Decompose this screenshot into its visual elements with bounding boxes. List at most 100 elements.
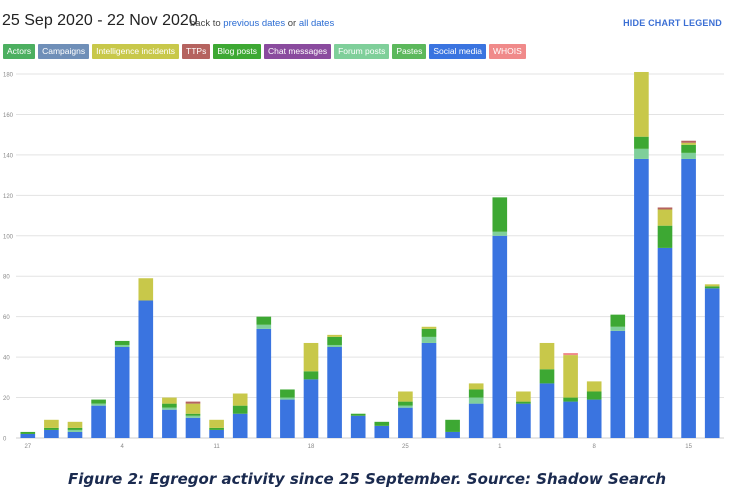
legend-forum-posts[interactable]: Forum posts xyxy=(334,44,390,59)
all-dates-link[interactable]: all dates xyxy=(298,18,335,29)
bar-segment-blog-posts xyxy=(20,431,36,434)
back-to-text: back to xyxy=(190,18,221,29)
bar-segment-social-media xyxy=(138,300,154,438)
bar-segment-forum-posts xyxy=(398,405,413,408)
bar-segment-ttps xyxy=(681,140,696,143)
bar-segment-social-media xyxy=(704,288,720,438)
x-tick-label: 25 xyxy=(402,444,409,450)
bar-segment-social-media xyxy=(421,342,437,438)
bar-segment-intelligence-incidents xyxy=(209,419,224,428)
x-tick-label: 8 xyxy=(593,444,597,450)
bar-segment-social-media xyxy=(114,347,130,438)
bar-segment-social-media xyxy=(681,158,696,438)
figure-caption: Figure 2: Egregor activity since 25 Sept… xyxy=(67,470,667,488)
hide-chart-legend-button[interactable]: HIDE CHART LEGEND xyxy=(623,18,722,28)
bar-segment-social-media xyxy=(398,407,413,438)
bar-segment-forum-posts xyxy=(634,148,649,159)
bar-segment-blog-posts xyxy=(539,369,555,384)
bar-segment-forum-posts xyxy=(421,336,437,343)
bar-segment-intelligence-incidents xyxy=(634,71,649,137)
date-range-title: 25 Sep 2020 - 22 Nov 2020 xyxy=(2,12,198,29)
bar-segment-social-media xyxy=(162,409,177,438)
bar-segment-social-media xyxy=(185,417,201,438)
bar-segment-blog-posts xyxy=(681,144,696,153)
x-tick-label: 1 xyxy=(498,444,502,450)
bar-segment-social-media xyxy=(374,425,390,438)
bar-segment-blog-posts xyxy=(91,399,106,404)
bar-segment-blog-posts xyxy=(445,419,460,432)
bar-segment-blog-posts xyxy=(516,401,531,404)
bar-segment-social-media xyxy=(256,328,272,438)
bar-segment-blog-posts xyxy=(185,413,201,416)
x-tick-label: 18 xyxy=(308,444,315,450)
or-text: or xyxy=(287,18,297,29)
legend-ttps[interactable]: TTPs xyxy=(182,44,211,59)
chart-legend: Actors Campaigns Intelligence incidents … xyxy=(3,44,526,60)
bar-segment-forum-posts xyxy=(256,324,272,329)
bar-segment-social-media xyxy=(516,403,531,438)
bar-segment-blog-posts xyxy=(586,391,602,400)
legend-blog-posts[interactable]: Blog posts xyxy=(213,44,262,59)
bar-segment-blog-posts xyxy=(398,401,413,406)
bar-segment-intelligence-incidents xyxy=(327,334,342,337)
bar-segment-forum-posts xyxy=(91,403,106,406)
y-tick-label: 0 xyxy=(3,437,7,443)
legend-campaigns[interactable]: Campaigns xyxy=(38,44,90,59)
bar-segment-intelligence-incidents xyxy=(44,419,59,428)
bar-segment-forum-posts xyxy=(610,326,626,331)
bar-segment-social-media xyxy=(67,431,83,438)
bar-segment-intelligence-incidents xyxy=(162,397,177,404)
bar-segment-intelligence-incidents xyxy=(516,391,531,402)
legend-chat-messages[interactable]: Chat messages xyxy=(264,44,332,59)
bar-segment-blog-posts xyxy=(256,316,272,325)
bar-segment-blog-posts xyxy=(327,336,342,345)
bar-segment-intelligence-incidents xyxy=(563,355,578,398)
bar-segment-whois xyxy=(563,353,578,356)
bar-segment-intelligence-incidents xyxy=(586,381,602,392)
bar-segment-blog-posts xyxy=(350,413,366,416)
legend-social-media[interactable]: Social media xyxy=(429,44,487,59)
bar-segment-social-media xyxy=(91,405,106,438)
bar-segment-forum-posts xyxy=(185,415,201,418)
bar-segment-social-media xyxy=(563,401,578,438)
bar-segment-intelligence-incidents xyxy=(398,391,413,402)
bar-segment-blog-posts xyxy=(232,405,248,414)
bar-segment-intelligence-incidents xyxy=(185,403,201,414)
y-tick-label: 180 xyxy=(3,73,14,79)
bar-segment-blog-posts xyxy=(162,403,177,408)
bar-segment-intelligence-incidents xyxy=(138,278,154,301)
bar-segment-social-media xyxy=(610,330,626,438)
bar-segment-blog-posts xyxy=(563,397,578,402)
bar-segment-intelligence-incidents xyxy=(468,383,484,390)
legend-whois[interactable]: WHOIS xyxy=(489,44,526,59)
bar-segment-intelligence-incidents xyxy=(704,284,720,287)
bar-segment-blog-posts xyxy=(374,421,390,426)
x-tick-label: 11 xyxy=(213,444,220,450)
bar-segment-forum-posts xyxy=(280,397,295,400)
bar-segment-forum-posts xyxy=(67,429,83,432)
y-tick-label: 20 xyxy=(3,396,10,402)
legend-actors[interactable]: Actors xyxy=(3,44,36,59)
legend-intelligence-incidents[interactable]: Intelligence incidents xyxy=(92,44,180,59)
bar-segment-blog-posts xyxy=(610,314,626,327)
bar-segment-blog-posts xyxy=(209,427,224,430)
bar-segment-social-media xyxy=(657,247,673,438)
bar-segment-intelligence-incidents xyxy=(421,326,437,329)
previous-dates-link[interactable]: previous dates xyxy=(223,18,286,29)
bar-segment-social-media xyxy=(44,429,59,438)
y-tick-label: 160 xyxy=(3,113,14,119)
y-tick-label: 140 xyxy=(3,153,14,159)
bar-segment-blog-posts xyxy=(492,197,508,232)
bar-segment-social-media xyxy=(280,399,295,438)
bar-segment-social-media xyxy=(350,415,366,438)
bar-segment-forum-posts xyxy=(327,344,342,347)
bar-segment-social-media xyxy=(634,158,649,438)
legend-pastes[interactable]: Pastes xyxy=(392,44,427,59)
bar-segment-forum-posts xyxy=(162,407,177,410)
bar-segment-forum-posts xyxy=(492,231,508,236)
chart-header: 25 Sep 2020 - 22 Nov 2020 back to previo… xyxy=(0,10,734,38)
bar-segment-blog-posts xyxy=(704,286,720,289)
bar-segment-social-media xyxy=(468,403,484,438)
bar-segment-blog-posts xyxy=(421,328,437,337)
bar-segment-forum-posts xyxy=(114,344,130,347)
